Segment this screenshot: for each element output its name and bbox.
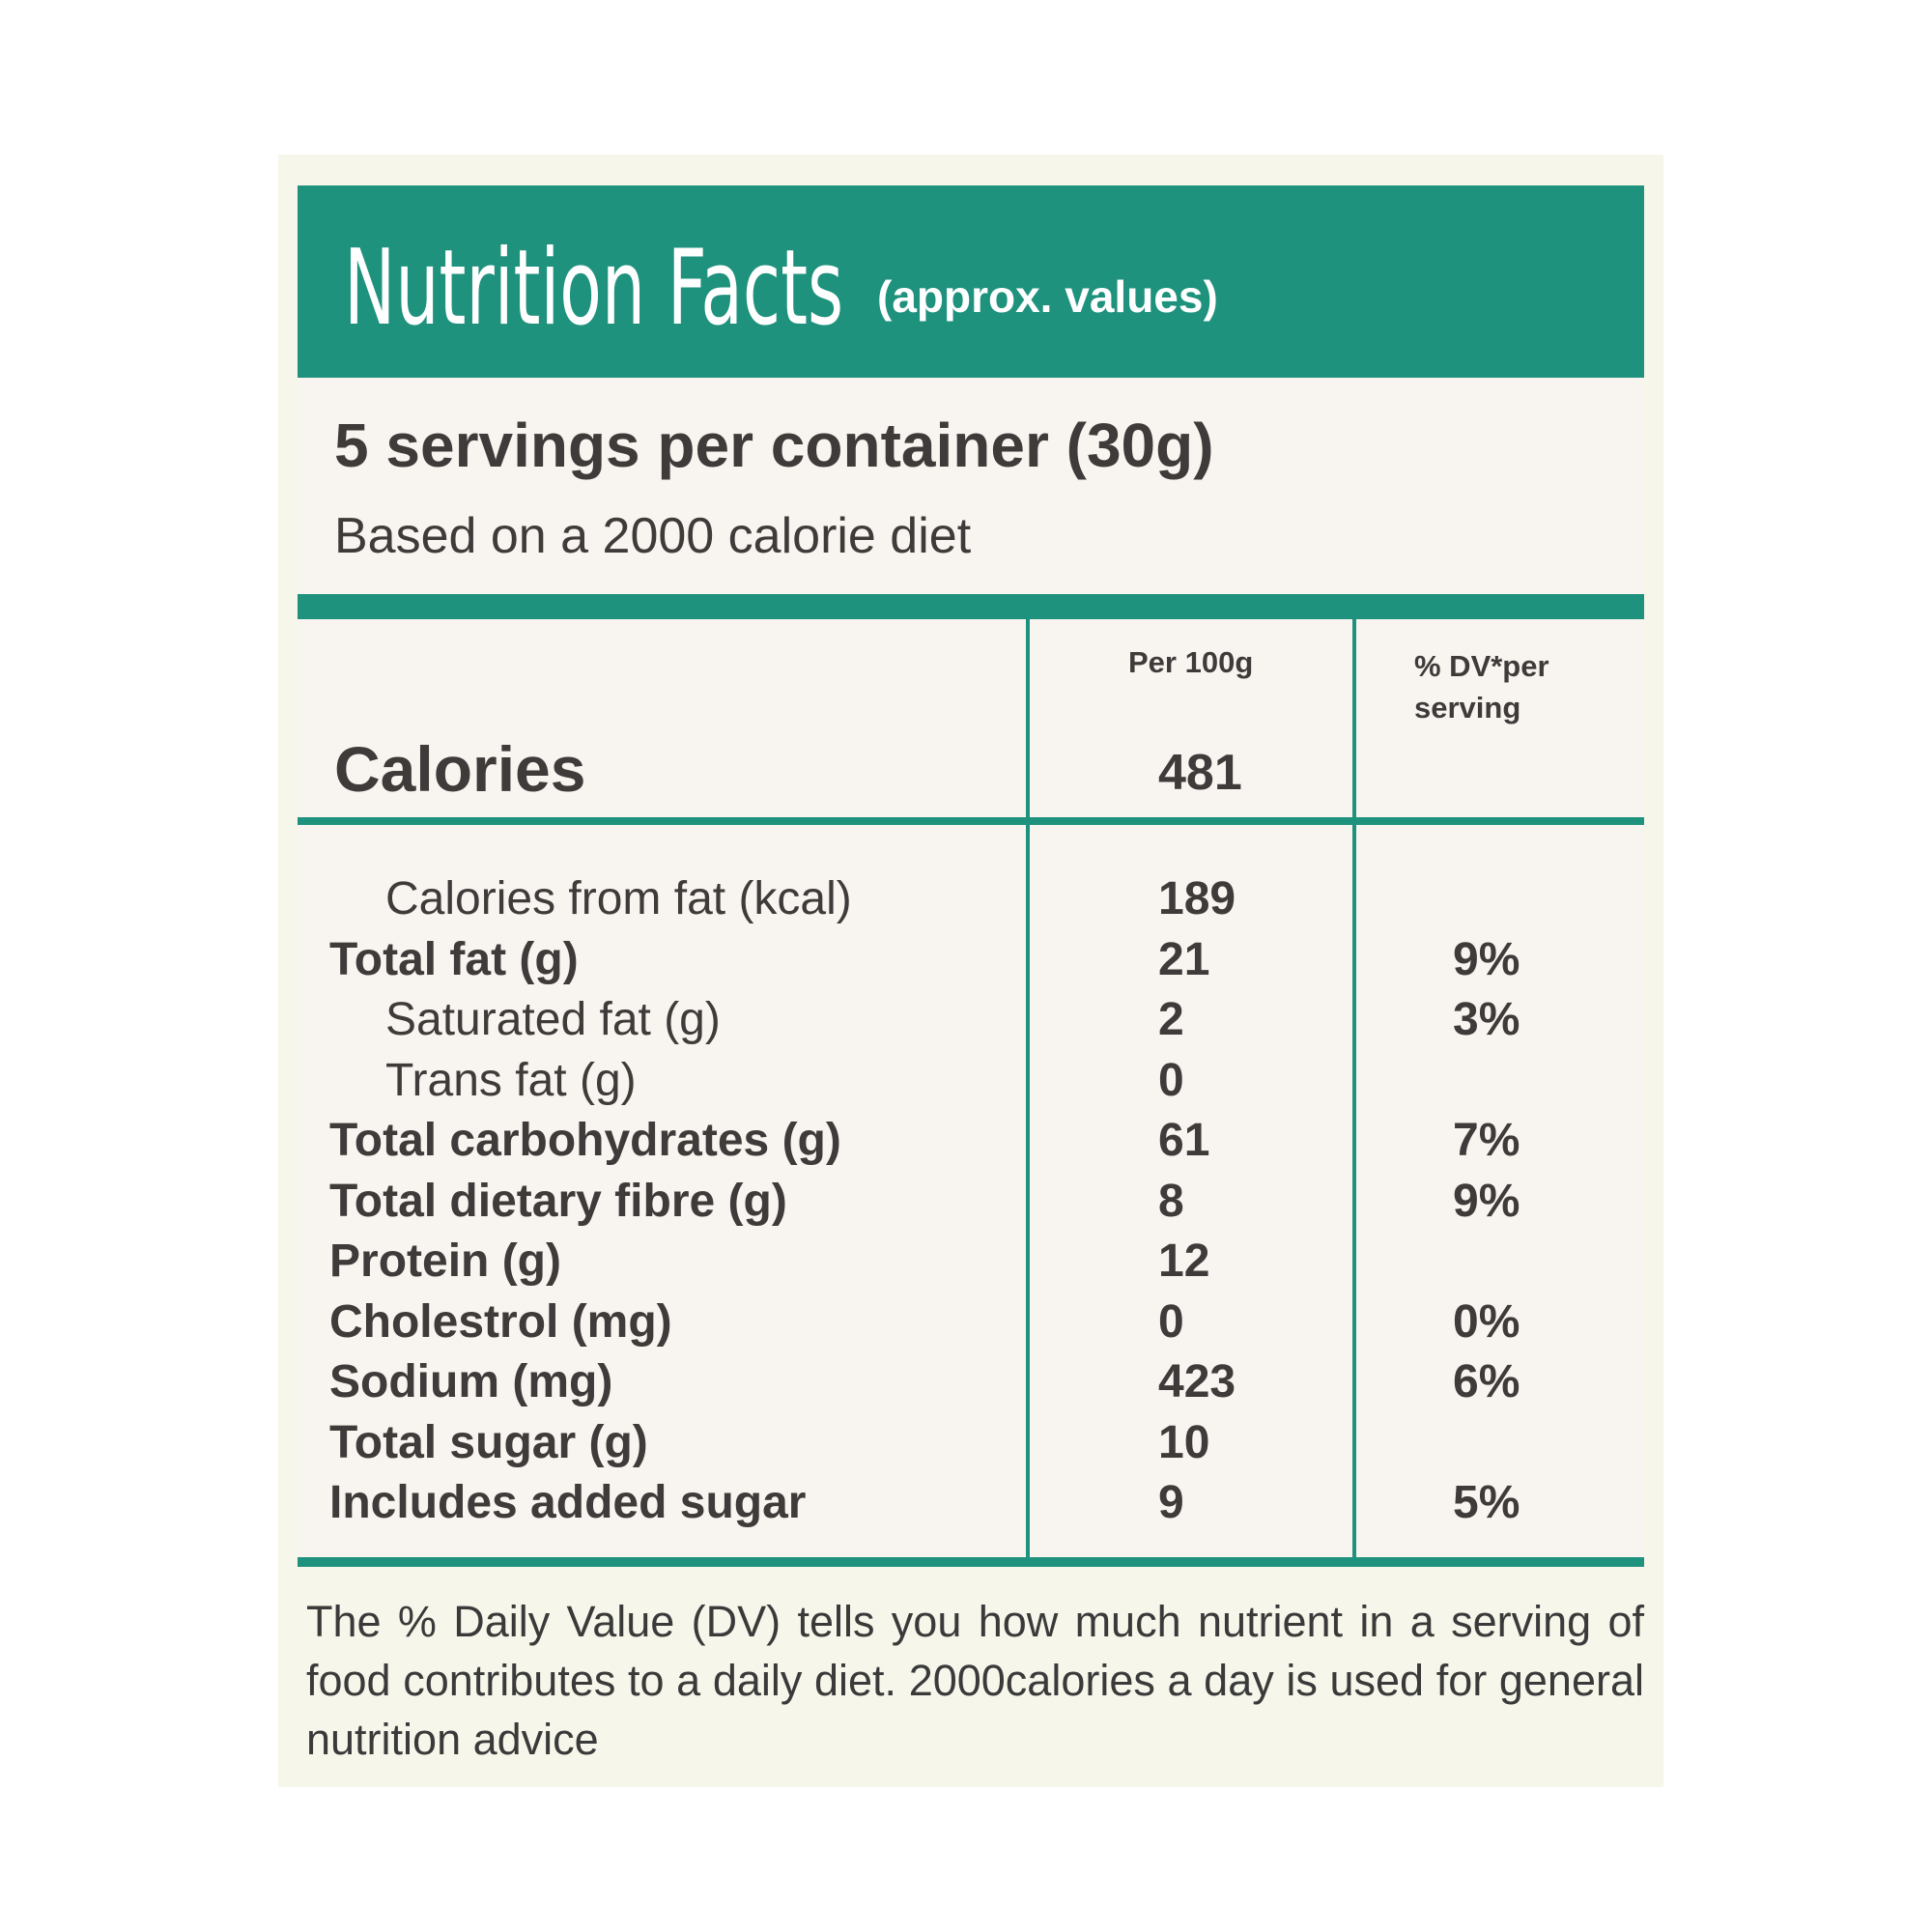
row-label: Total dietary fibre (g) [329, 1175, 787, 1227]
row-dv: 6% [1453, 1356, 1520, 1407]
row-value: 423 [1158, 1356, 1236, 1407]
basis: Based on a 2000 calorie diet [334, 508, 972, 564]
divider [298, 1557, 1644, 1567]
row-label: Protein (g) [329, 1236, 561, 1287]
row-value: 12 [1158, 1236, 1210, 1287]
column-header: Per 100g [1128, 645, 1254, 679]
divider [298, 594, 1644, 619]
column-header: % DV*per serving [1414, 649, 1549, 724]
row-value: 189 [1158, 873, 1236, 924]
row-value: 2 [1158, 994, 1184, 1045]
row-value: 9 [1158, 1477, 1184, 1528]
column-line [1026, 619, 1030, 1562]
row-label: Calories from fat (kcal) [385, 873, 852, 924]
row-dv: 9% [1453, 933, 1520, 985]
row-label: Includes added sugar [329, 1477, 807, 1528]
row-value: 8 [1158, 1175, 1184, 1227]
row-label: Total sugar (g) [329, 1416, 648, 1468]
row-value: 10 [1158, 1416, 1210, 1468]
calories-label: Calories [334, 733, 586, 805]
row-dv: 9% [1453, 1175, 1520, 1227]
subtitle: (approx. values) [877, 271, 1218, 322]
row-label: Total carbohydrates (g) [329, 1115, 841, 1166]
row-label: Sodium (mg) [329, 1356, 613, 1407]
servings: 5 servings per container (30g) [334, 411, 1214, 480]
title: Nutrition Facts [344, 228, 844, 349]
row-dv: 7% [1453, 1115, 1520, 1166]
inner-panel [298, 185, 1644, 1562]
row-dv: 0% [1453, 1295, 1520, 1348]
row-value: 61 [1158, 1115, 1210, 1166]
divider [298, 817, 1644, 825]
header-band [298, 185, 1644, 378]
row-value: 0 [1158, 1295, 1184, 1348]
column-line [1352, 619, 1356, 1562]
row-label: Saturated fat (g) [385, 994, 721, 1045]
calories-value: 481 [1158, 745, 1242, 801]
row-label: Total fat (g) [329, 933, 579, 985]
row-label: Trans fat (g) [385, 1054, 637, 1106]
row-value: 21 [1158, 933, 1210, 985]
row-value: 0 [1158, 1054, 1184, 1106]
row-label: Cholestrol (mg) [329, 1295, 672, 1348]
row-dv: 3% [1453, 994, 1520, 1045]
row-dv: 5% [1453, 1477, 1520, 1528]
footnote: The % Daily Value (DV) tells you how muc… [306, 1597, 1644, 1764]
